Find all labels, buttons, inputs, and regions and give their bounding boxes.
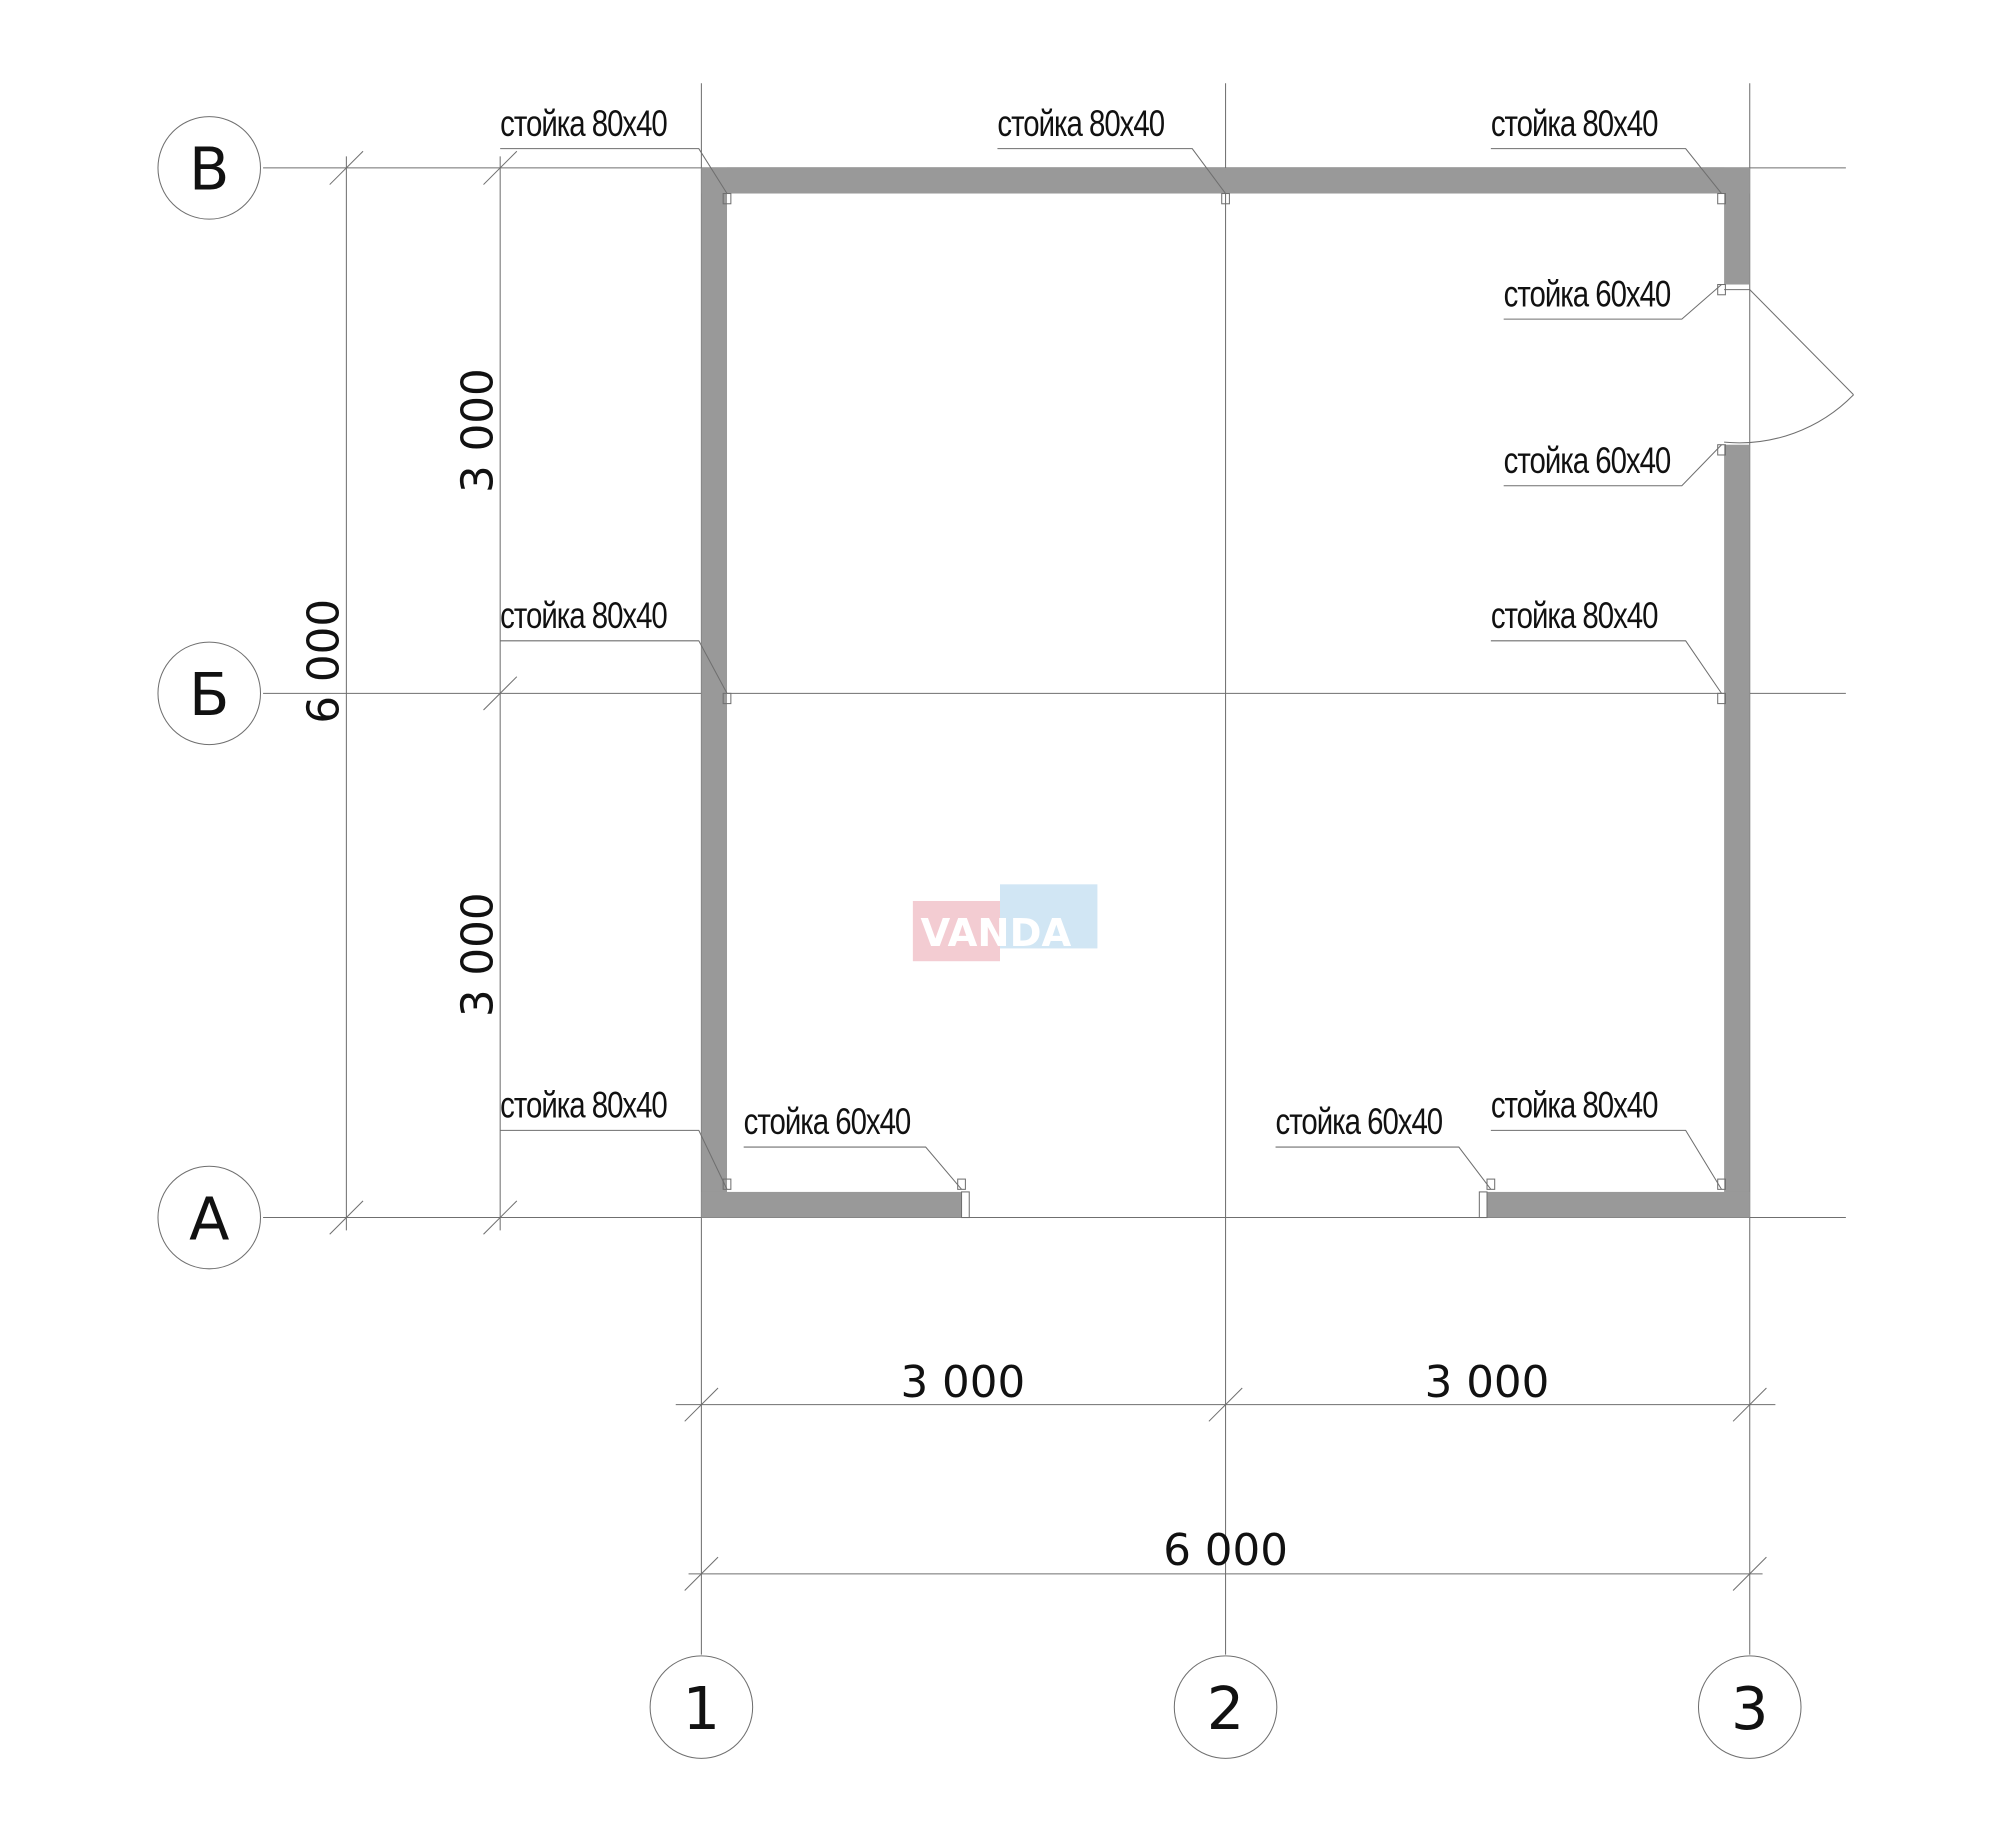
leader-line: [1490, 640, 1722, 694]
post-marker: [1221, 193, 1230, 205]
dim-tick: [1732, 1556, 1767, 1591]
post-marker: [1717, 444, 1726, 456]
post-label: стойка 80x40: [997, 102, 1164, 144]
post-marker: [957, 1178, 966, 1190]
post-label: стойка 80x40: [500, 102, 667, 144]
dim-text-left-lower: 3 000: [453, 892, 503, 1017]
post-marker: [1717, 692, 1726, 705]
dimension-lines: 6 000 3 000 3 000 3 000 3 000 6 000: [300, 150, 1776, 1591]
watermark-blue-block: [1000, 884, 1098, 949]
dim-tick: [684, 1387, 719, 1422]
leader-line: [1275, 1146, 1492, 1190]
post-label: стойка 80x40: [1491, 102, 1658, 144]
post-callout: стойка 60x40: [1275, 1100, 1496, 1190]
door-swing-arc: [1724, 394, 1854, 444]
axis-bubble-column: [1173, 1655, 1278, 1759]
post-callout: стойка 80x40: [1490, 1084, 1726, 1190]
post-labels: стойка 80x40 стойка 80x40 стойка 80x40 стой…: [500, 102, 1726, 1190]
axis-label-row: А: [189, 1184, 229, 1253]
opening-jamb-right: [1478, 1191, 1488, 1219]
dim-tick: [1208, 1387, 1243, 1422]
post-label: стойка 80x40: [500, 594, 667, 636]
dim-text-left-upper: 3 000: [453, 368, 503, 493]
post-label: стойка 60x40: [744, 1100, 911, 1142]
leader-line: [500, 640, 728, 694]
axis-label-row: Б: [189, 660, 229, 729]
axis-label-column: 3: [1731, 1674, 1769, 1743]
post-callout: стойка 80x40: [500, 102, 732, 205]
post-marker: [722, 1178, 732, 1190]
leader-line: [1490, 1129, 1722, 1190]
dim-tick: [684, 1556, 719, 1591]
post-callout: стойка 80x40: [500, 594, 732, 705]
post-label: стойка 60x40: [1504, 272, 1671, 314]
post-callout: стойка 60x40: [1503, 272, 1726, 320]
post-label: стойка 80x40: [1491, 1084, 1658, 1126]
axis-label-column: 2: [1207, 1674, 1245, 1743]
post-callout: стойка 80x40: [500, 1084, 732, 1190]
dim-text-bottom-total: 6 000: [1163, 1526, 1288, 1576]
axis-markers: В Б А 1 2 3: [157, 116, 1802, 1759]
watermark-text: VANDA: [921, 911, 1072, 956]
dim-tick: [483, 676, 518, 711]
post-marker: [1486, 1178, 1496, 1190]
wall-right-upper: [1724, 167, 1750, 285]
post-label: стойка 60x40: [1276, 1100, 1443, 1142]
post-marker: [1717, 284, 1726, 296]
leader-line: [997, 148, 1226, 194]
wall-right-lower: [1724, 444, 1750, 1218]
post-callout: стойка 80x40: [1490, 594, 1726, 705]
post-callout: стойка 60x40: [743, 1100, 966, 1190]
leader-line: [500, 1129, 728, 1190]
watermark-pink-block: [912, 900, 1000, 962]
wall-bottom-left: [701, 1191, 962, 1218]
dim-text-bottom-left: 3 000: [900, 1358, 1025, 1408]
leader-line: [1503, 444, 1722, 487]
door-leaf: [1749, 289, 1854, 396]
dim-text-left-total: 6 000: [300, 599, 350, 724]
axis-bubble-row: [157, 116, 262, 220]
post-marker: [1717, 1178, 1726, 1190]
post-marker: [722, 193, 732, 205]
post-marker: [722, 692, 732, 705]
axis-bubble-column: [1697, 1655, 1802, 1759]
dim-tick: [329, 1200, 364, 1235]
watermark: VANDA: [912, 884, 1098, 962]
post-label: стойка 80x40: [1491, 594, 1658, 636]
axis-label-column: 1: [683, 1674, 721, 1743]
dim-tick: [1732, 1387, 1767, 1422]
leader-line: [500, 148, 728, 194]
leader-line: [1503, 284, 1722, 320]
wall-left: [701, 167, 728, 1218]
wall-bottom-right: [1487, 1191, 1750, 1218]
post-label: стойка 80x40: [500, 1084, 667, 1126]
axis-bubble-row: [157, 1165, 262, 1270]
post-marker: [1717, 193, 1726, 205]
opening-jamb-left: [961, 1191, 970, 1219]
post-label: стойка 60x40: [1504, 439, 1671, 481]
post-callout: стойка 80x40: [1490, 102, 1726, 205]
axis-bubble-column: [649, 1655, 754, 1759]
walls: [701, 167, 1854, 1219]
leader-line: [743, 1146, 962, 1190]
leader-line: [1490, 148, 1722, 194]
dim-tick: [329, 150, 364, 185]
dim-tick: [483, 150, 518, 185]
axis-label-row: В: [189, 135, 229, 204]
dim-tick: [483, 1200, 518, 1235]
axis-bubble-row: [157, 641, 262, 746]
post-callout: стойка 60x40: [1503, 439, 1726, 487]
dim-text-bottom-right: 3 000: [1425, 1358, 1550, 1408]
wall-top: [701, 167, 1750, 194]
post-callout: стойка 80x40: [997, 102, 1230, 205]
